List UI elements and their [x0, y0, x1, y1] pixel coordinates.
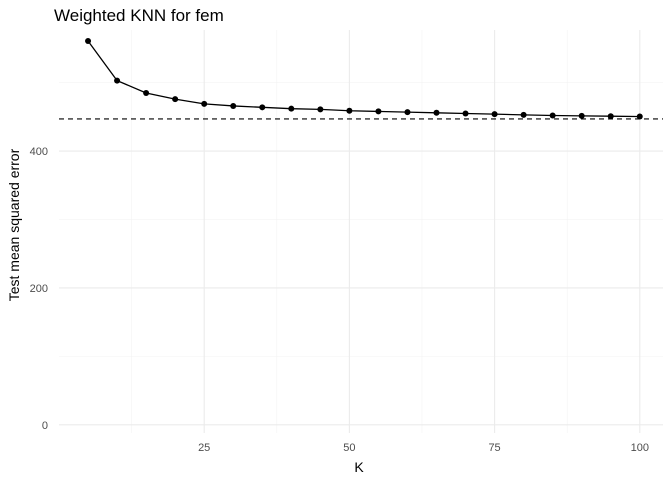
data-point	[114, 77, 121, 84]
data-point	[607, 113, 614, 120]
data-point	[549, 112, 556, 119]
data-point	[578, 112, 585, 119]
data-point	[317, 106, 324, 113]
x-tick-label: 100	[631, 442, 649, 454]
data-point	[491, 111, 498, 118]
data-point	[520, 111, 527, 118]
x-tick-label: 75	[488, 442, 500, 454]
data-point	[259, 104, 266, 111]
x-tick-label: 50	[343, 442, 355, 454]
data-point	[375, 108, 382, 115]
x-axis-title: K	[354, 459, 364, 475]
x-tick-label: 25	[198, 442, 210, 454]
y-tick-label: 200	[30, 283, 48, 295]
grid-layer	[59, 30, 663, 433]
y-tick-label: 400	[30, 146, 48, 158]
data-point	[230, 102, 237, 109]
data-point	[636, 113, 643, 120]
data-point	[288, 105, 295, 112]
series-line	[87, 40, 640, 118]
y-axis-title: Test mean squared error	[6, 148, 22, 301]
data-point	[462, 110, 469, 117]
data-point	[433, 109, 440, 116]
data-point	[172, 96, 179, 103]
y-axis-ticks: 0 200 400	[30, 146, 48, 432]
data-point	[346, 107, 353, 114]
data-points	[85, 37, 643, 120]
data-point	[201, 100, 208, 107]
data-point	[404, 109, 411, 116]
data-point	[143, 89, 150, 96]
y-tick-label: 0	[42, 420, 48, 432]
data-point	[85, 37, 92, 44]
x-axis-ticks: 25 50 75 100	[198, 442, 649, 454]
chart-title: Weighted KNN for fem	[54, 6, 224, 25]
